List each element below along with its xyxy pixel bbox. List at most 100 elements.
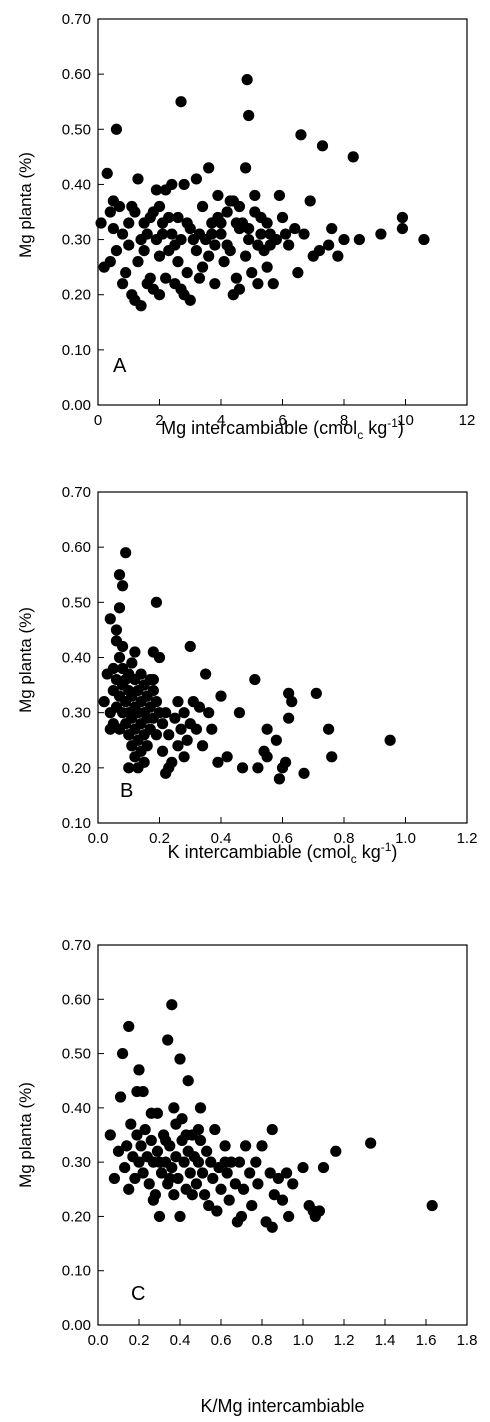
x-axis-label: Mg intercambiable (cmolc kg-1) [161, 416, 404, 442]
data-point [160, 272, 172, 284]
data-point [279, 756, 292, 768]
data-point [138, 756, 150, 768]
y-tick-label: 0.70 [62, 484, 91, 501]
data-point [169, 712, 181, 724]
data-point [135, 1140, 147, 1152]
data-point [206, 228, 218, 240]
data-point [178, 178, 190, 191]
data-point [205, 1156, 217, 1168]
data-point [172, 1172, 184, 1185]
data-point [129, 646, 141, 658]
data-point [396, 211, 409, 224]
data-point [240, 162, 252, 174]
data-point [104, 613, 116, 625]
data-point [236, 762, 249, 774]
data-point [172, 256, 184, 268]
data-point [233, 1156, 246, 1168]
data-point [133, 1064, 145, 1076]
data-point [121, 1140, 133, 1152]
data-point [175, 96, 187, 108]
data-point [126, 657, 138, 669]
y-tick-label: 0.50 [62, 121, 91, 138]
panel-label: A [113, 355, 127, 377]
y-tick-label: 0.30 [62, 232, 91, 249]
data-point [192, 1156, 205, 1168]
x-tick-label: 0.0 [88, 1332, 109, 1349]
data-point [123, 762, 135, 774]
data-point [117, 580, 129, 592]
y-axis-label: Mg planta (%) [16, 607, 35, 713]
data-point [190, 1178, 202, 1190]
data-point [160, 707, 172, 719]
data-point [244, 1167, 256, 1179]
data-point [261, 217, 273, 229]
data-point [150, 184, 163, 196]
y-tick-label: 0.30 [62, 1154, 91, 1171]
data-point [235, 1210, 248, 1223]
data-point [129, 1172, 141, 1185]
data-point [193, 272, 206, 284]
data-point [230, 272, 242, 284]
x-axis-label: K intercambiable (cmolc kg-1) [168, 840, 398, 866]
data-point [123, 217, 135, 229]
data-point [176, 1113, 188, 1125]
y-tick-label: 0.40 [62, 176, 91, 193]
data-point [178, 751, 190, 763]
data-point [143, 1178, 155, 1190]
data-point [150, 696, 163, 708]
data-point [104, 1129, 116, 1141]
data-point [261, 751, 273, 763]
data-point [184, 640, 196, 653]
data-point [266, 1221, 278, 1233]
data-point [187, 233, 199, 246]
data-point [181, 267, 193, 279]
y-tick-label: 0.50 [62, 594, 91, 611]
data-point [261, 723, 273, 735]
data-point [249, 189, 261, 202]
data-point [147, 673, 159, 686]
data-point [123, 1183, 135, 1195]
x-tick-label: 0.6 [211, 1332, 232, 1349]
data-point [221, 206, 233, 218]
data-point [155, 1167, 168, 1179]
data-point [166, 1161, 178, 1174]
panel-a: 0 2 4 6 8 10 12 0.00 0.10 0.20 0.30 0.40 0.50 0.60 0.7… [16, 11, 475, 442]
data-point [243, 109, 255, 122]
data-point [326, 751, 338, 763]
y-tick-label: 0.30 [62, 705, 91, 722]
y-tick-label: 0.20 [62, 1208, 91, 1225]
data-point [240, 1140, 252, 1152]
data-point [207, 1172, 219, 1185]
data-point [110, 624, 123, 636]
data-point [313, 245, 325, 257]
data-point [107, 222, 119, 235]
data-point [153, 1156, 166, 1168]
data-point [184, 1167, 196, 1179]
data-point [135, 668, 147, 680]
data-point [162, 1034, 174, 1046]
data-point [241, 74, 253, 86]
x-tick-label: 4 [217, 412, 225, 429]
data-point [276, 211, 289, 224]
data-point [272, 1172, 284, 1185]
y-tick-label: 0.70 [62, 11, 91, 28]
data-point [150, 729, 163, 741]
data-point [112, 1145, 125, 1157]
data-point [215, 228, 227, 240]
y-tick-label: 0.00 [62, 1317, 91, 1334]
y-axis-label: Mg planta (%) [16, 1082, 35, 1188]
data-point [174, 1053, 186, 1065]
data-point [98, 696, 110, 708]
x-tick-label: 0.8 [252, 1332, 273, 1349]
data-point [295, 129, 307, 141]
data-point [276, 1194, 289, 1206]
data-point [104, 723, 116, 735]
data-point [281, 1167, 293, 1179]
data-point [246, 267, 258, 279]
data-point [153, 289, 166, 301]
data-point [150, 596, 163, 608]
x-tick-label: 1.0 [293, 1332, 314, 1349]
data-point [266, 1123, 278, 1136]
data-point [292, 267, 304, 279]
